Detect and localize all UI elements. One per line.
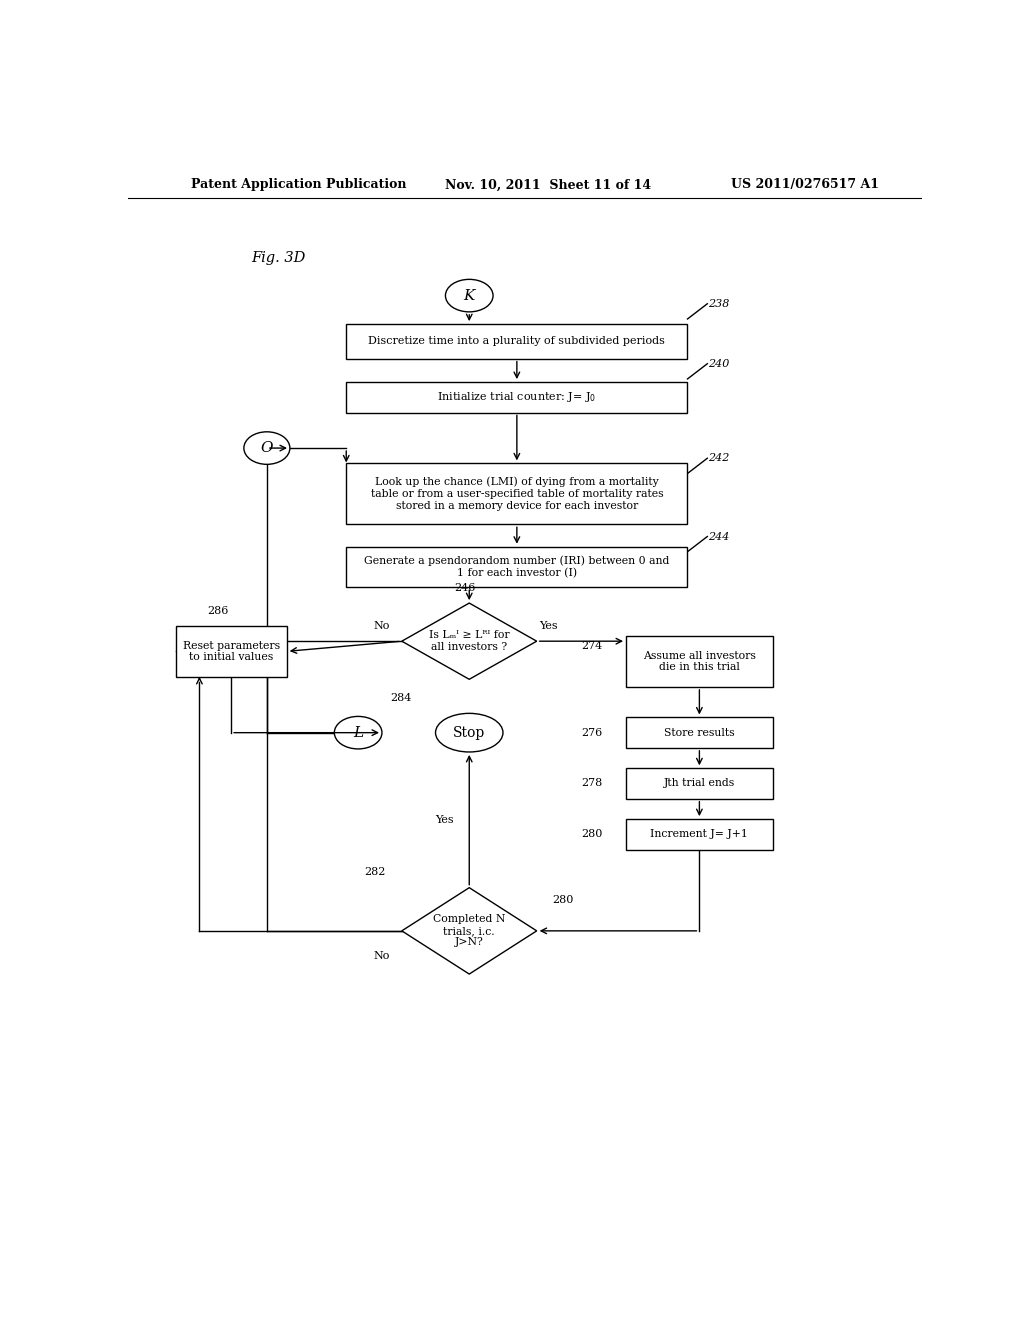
Text: O: O [261,441,273,455]
Text: K: K [464,289,475,302]
Ellipse shape [445,280,494,312]
FancyBboxPatch shape [626,768,773,799]
Text: 238: 238 [709,298,729,309]
FancyBboxPatch shape [626,636,773,686]
FancyBboxPatch shape [626,718,773,748]
Text: Generate a psendorandom number (IRI) between 0 and
1 for each investor (I): Generate a psendorandom number (IRI) bet… [365,556,670,578]
Text: No: No [374,620,390,631]
Text: Completed N
trials, i.c.
J>N?: Completed N trials, i.c. J>N? [433,915,506,948]
FancyBboxPatch shape [346,325,687,359]
Text: 242: 242 [709,453,729,463]
FancyBboxPatch shape [626,818,773,850]
Ellipse shape [244,432,290,465]
Text: Reset parameters
to initial values: Reset parameters to initial values [182,640,280,663]
Text: 282: 282 [365,867,386,878]
Text: 274: 274 [581,642,602,651]
Text: Yes: Yes [435,814,454,825]
FancyBboxPatch shape [176,626,287,677]
Text: 284: 284 [390,693,412,704]
Text: Nov. 10, 2011  Sheet 11 of 14: Nov. 10, 2011 Sheet 11 of 14 [445,178,651,191]
Text: US 2011/0276517 A1: US 2011/0276517 A1 [731,178,880,191]
Text: Store results: Store results [665,727,734,738]
Text: Discretize time into a plurality of subdivided periods: Discretize time into a plurality of subd… [369,337,666,346]
FancyBboxPatch shape [346,381,687,412]
Polygon shape [401,887,537,974]
Text: Increment J= J+1: Increment J= J+1 [650,829,749,840]
Text: Is Lₘᴵ ≥ Lᴿᴵ for
all investors ?: Is Lₘᴵ ≥ Lᴿᴵ for all investors ? [429,631,510,652]
Text: Jth trial ends: Jth trial ends [664,779,735,788]
Text: Assume all investors
die in this trial: Assume all investors die in this trial [643,651,756,672]
Ellipse shape [334,717,382,748]
Text: 246: 246 [455,583,476,593]
Text: Initialize trial counter: J= J$_0$: Initialize trial counter: J= J$_0$ [437,391,596,404]
Text: 240: 240 [709,359,729,368]
Text: 244: 244 [709,532,729,541]
Text: 280: 280 [553,895,573,906]
Text: No: No [374,952,390,961]
Text: 276: 276 [581,727,602,738]
Text: L: L [353,726,364,739]
Text: Patent Application Publication: Patent Application Publication [191,178,407,191]
Text: 278: 278 [581,779,602,788]
Text: Look up the chance (LMI) of dying from a mortality
table or from a user-specifie: Look up the chance (LMI) of dying from a… [371,477,664,511]
Polygon shape [401,603,537,680]
Text: Stop: Stop [454,726,485,739]
FancyBboxPatch shape [346,546,687,587]
Text: Yes: Yes [540,620,558,631]
Text: 280: 280 [581,829,602,840]
Text: Fig. 3D: Fig. 3D [251,251,305,265]
FancyBboxPatch shape [346,463,687,524]
Text: 286: 286 [207,606,228,615]
Ellipse shape [435,713,503,752]
